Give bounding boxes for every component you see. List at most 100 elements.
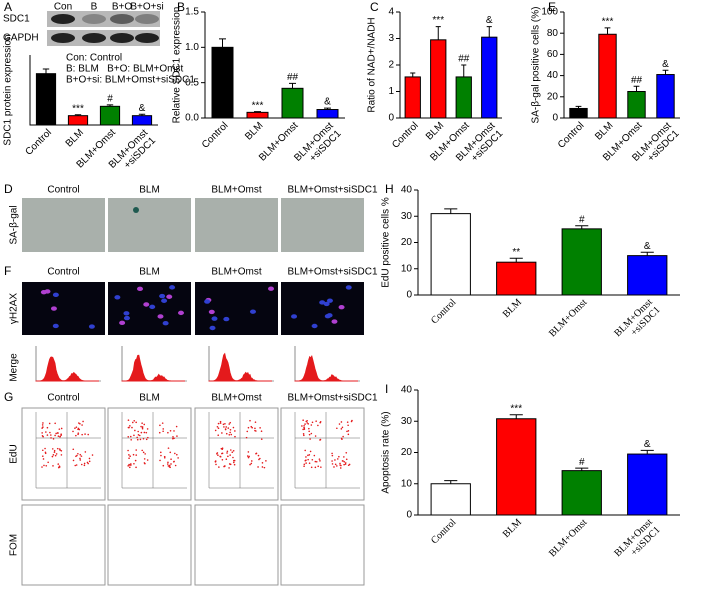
event (303, 465, 305, 467)
event (230, 433, 233, 436)
event (52, 465, 54, 467)
event (135, 466, 137, 469)
event (308, 462, 311, 465)
event (302, 428, 304, 431)
event (135, 454, 138, 456)
event (141, 427, 144, 430)
event (127, 419, 130, 421)
event (227, 427, 230, 429)
event (55, 453, 58, 455)
event (233, 463, 236, 466)
event (304, 449, 306, 452)
event (80, 455, 83, 457)
event (320, 466, 322, 468)
event (127, 465, 129, 467)
blot-band (51, 14, 75, 24)
row-label: FOM (9, 534, 20, 556)
y-tick-label: 1.0 (185, 42, 199, 53)
event (137, 430, 139, 433)
nucleus (345, 285, 352, 290)
band-label: SDC1 (3, 14, 30, 25)
event (228, 423, 231, 425)
y-tick-label: 3 (388, 33, 394, 44)
event (44, 447, 46, 450)
event (257, 454, 260, 457)
event (315, 460, 318, 463)
event (343, 463, 345, 466)
nucleus (166, 294, 173, 299)
event (226, 450, 229, 453)
event (145, 431, 148, 434)
event (159, 424, 161, 427)
event (143, 423, 146, 426)
event (77, 433, 79, 436)
event (339, 467, 342, 469)
event (44, 451, 47, 454)
micrograph (195, 198, 278, 252)
event (227, 455, 229, 458)
event (52, 438, 55, 440)
y-tick-label: 20 (401, 237, 413, 248)
x-tick-label: Control (429, 517, 459, 547)
event (259, 427, 261, 429)
event (301, 425, 303, 427)
event (308, 454, 311, 456)
micrograph (107, 407, 192, 501)
x-tick-label: Control (556, 120, 587, 151)
event (45, 464, 48, 467)
event (139, 438, 142, 441)
nucleus (123, 315, 130, 321)
event (140, 425, 142, 428)
lane-label: Con (54, 2, 72, 13)
event (132, 453, 135, 456)
event (54, 454, 57, 457)
event (307, 454, 309, 457)
significance: & (662, 59, 669, 70)
event (162, 464, 165, 467)
event (127, 449, 129, 452)
event (41, 427, 43, 429)
nucleus (338, 304, 345, 310)
x-tick-label: BLM+Omst (547, 297, 590, 340)
significance: *** (72, 103, 84, 114)
nucleus (211, 316, 218, 321)
event (134, 429, 136, 432)
event (80, 463, 83, 466)
event (58, 428, 61, 430)
bar (281, 87, 304, 119)
event (57, 463, 60, 465)
event (303, 428, 306, 430)
event (41, 449, 44, 452)
event (146, 459, 149, 461)
lane-label: B+O+si (130, 2, 163, 13)
bar (656, 74, 675, 119)
nucleus (52, 323, 59, 329)
event (58, 465, 61, 467)
x-tick-label: Control (23, 127, 54, 158)
error-bar (662, 69, 669, 75)
event (88, 457, 91, 460)
event (141, 426, 144, 428)
panel-letter: E (548, 0, 556, 14)
event (319, 460, 321, 462)
bar (131, 115, 153, 126)
micrograph (108, 340, 191, 395)
y-tick-label: 2 (388, 60, 394, 71)
event (136, 438, 139, 441)
event (255, 452, 257, 455)
event (74, 464, 77, 467)
error-bar (633, 85, 640, 92)
event (91, 454, 94, 456)
event (79, 422, 81, 425)
event (49, 431, 51, 434)
significance: *** (432, 15, 444, 26)
column-header: BLM (139, 267, 160, 278)
blot-band (110, 33, 134, 43)
y-tick-label: 0.5 (185, 77, 199, 88)
event (345, 452, 348, 454)
event (221, 447, 224, 450)
y-tick-label: 30 (401, 416, 413, 427)
event (232, 449, 235, 452)
error-bar (575, 467, 589, 471)
x-tick-label: BLM (243, 120, 265, 142)
